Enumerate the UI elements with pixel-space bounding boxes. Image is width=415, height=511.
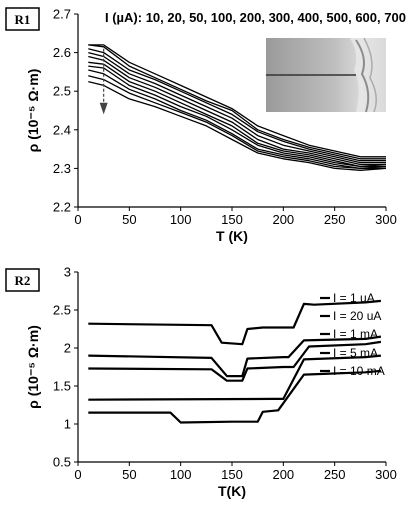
panel-r1-tag: R1 [15,12,31,27]
r1-x-tick-label: 300 [375,212,397,227]
r2-series-line [88,335,382,378]
r1-x-axis-label: T (K) [216,228,248,244]
panel-r1: R1 I (µA): 10, 20, 50, 100, 200, 300, 40… [5,7,406,245]
r1-series-line-400 [88,65,386,168]
r1-inset-image [266,37,386,113]
r2-x-tick-label: 200 [272,467,294,482]
panel-r1-tag-box [5,7,40,31]
panel-r2-tag-box [5,268,40,292]
r2-legend: I = 1 uA I = 20 uA I = 1 mA I = 5 mA I = 10 … [320,291,385,378]
r2-y-tick-label: 1.5 [53,379,71,394]
r1-x-tick-label: 250 [324,212,346,227]
r2-series-line [88,369,382,424]
r2-y-axis-label: ρ (10⁻⁵ Ω·m) [25,325,41,409]
r1-series-line-50 [88,48,386,162]
r2-x-tick-label: 0 [74,467,81,482]
r1-x-tick-label: 200 [272,212,294,227]
r2-y-tick-label: 1 [64,417,71,432]
r2-legend-label: I = 5 mA [333,346,378,360]
r1-x-tick-label: 100 [170,212,192,227]
r2-legend-label: I = 20 uA [333,309,381,323]
r1-x-tick-label: 0 [74,212,81,227]
r1-y-axis-label: ρ (10⁻⁵ Ω·m) [25,69,41,153]
r2-y-tick-label: 0.5 [53,455,71,470]
r2-series-line [88,299,382,346]
r1-lines [88,44,387,171]
r2-legend-label: I = 10 mA [333,364,385,378]
r1-series-line-10 [88,44,386,158]
r1-y-tick-label: 2.3 [53,161,71,176]
r2-x-tick-label: 100 [170,467,192,482]
r1-y-tick-label: 2.5 [53,84,71,99]
r1-series-line-200 [88,55,386,166]
r1-y-tick-label: 2.2 [53,200,71,215]
r2-x-axis-label: T(K) [218,483,246,499]
r1-series-line-700 [88,80,387,171]
r2-legend-label: I = 1 uA [333,291,375,305]
panel-r2: R2 0 50 100 150 200 250 300 0.5 1 1.5 2 2.5 3 T(K) ρ (… [5,265,397,500]
r2-x-tick-label: 150 [221,467,243,482]
r1-x-tick-label: 50 [122,212,136,227]
r1-y-tick-label: 2.6 [53,45,71,60]
r2-series-line [88,354,382,401]
r1-arrow [99,48,108,115]
r1-series-line-300 [88,61,387,168]
panel-r2-tag: R2 [15,273,31,288]
r2-y-tick-label: 2 [64,341,71,356]
r2-y-tick-label: 2.5 [53,303,71,318]
r2-x-tick-label: 50 [122,467,136,482]
r2-y-tick-label: 3 [64,265,71,280]
r1-y-tick-label: 2.7 [53,7,71,22]
r1-series-line-600 [88,75,386,170]
r2-x-tick-label: 250 [324,467,346,482]
r2-series-line [88,340,382,382]
r1-series-line-500 [88,69,387,170]
r1-y-tick-label: 2.4 [53,122,71,137]
r2-lines [88,299,382,424]
r1-arrow-head [99,102,108,115]
r1-series-line-20 [88,44,386,160]
r1-axes: 0 50 100 150 200 250 300 2.2 2.3 2.4 2.5 2.6 2.7 T (K… [25,7,397,245]
r2-x-tick-label: 300 [375,467,397,482]
r1-series-line-100 [88,51,386,164]
r2-legend-label: I = 1 mA [333,327,378,341]
r1-x-tick-label: 150 [221,212,243,227]
r2-axes: 0 50 100 150 200 250 300 0.5 1 1.5 2 2.5 3 T(K) ρ (10⁻… [25,265,397,500]
r1-current-caption: I (µA): 10, 20, 50, 100, 200, 300, 400, … [105,10,406,25]
